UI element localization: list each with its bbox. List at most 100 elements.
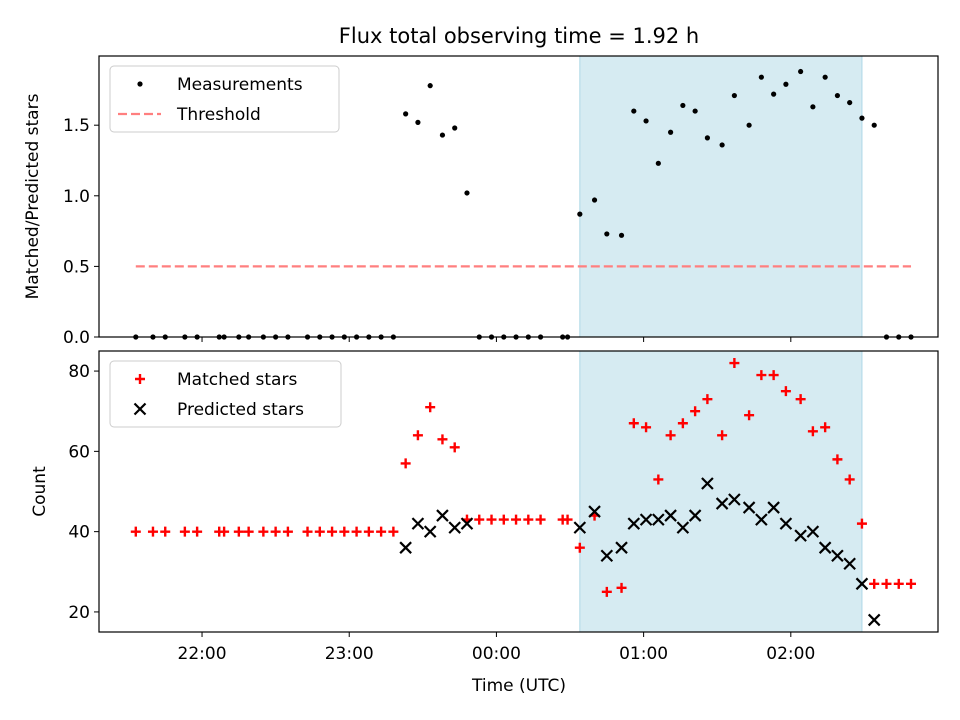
matched-stars-point [486,514,497,525]
matched-stars-legend-label: Matched stars [177,370,297,390]
top-observing-span [579,55,863,338]
measurements-point [604,231,610,237]
measurements-point [631,108,637,114]
matched-stars-point [832,454,843,465]
bottom-y-tick-label: 40 [68,523,90,543]
matched-stars-point [881,578,892,589]
measurements-point [680,102,686,109]
matched-stars-point [744,410,755,421]
bottom-observing-span [579,350,863,633]
top-panel-measurements: 0.0 0.5 1.0 1.5 Matched/Predicted stars Measu… [23,55,939,348]
matched-stars-point [523,514,534,525]
measurements-point [427,83,433,89]
measurements-point [783,81,789,87]
predicted-stars-point [639,513,653,526]
measurements-point [439,132,446,138]
matched-stars-point [243,526,254,537]
measurements-point [746,122,752,128]
measurements-point [822,74,828,80]
measurements-point [810,104,816,110]
predicted-stars-point [460,517,474,530]
measurements-point [847,99,853,106]
x-tick-label: 01:00 [619,644,668,664]
measurements-point [452,125,458,131]
bottom-y-tick-label: 80 [68,362,90,382]
predicted-stars-point [573,521,587,534]
top-legend: Measurements Threshold [109,65,340,133]
matched-stars-point [856,518,867,529]
matched-stars-point [869,578,880,589]
predicted-stars-point [588,505,601,518]
matched-stars-point [314,526,325,537]
measurements-point [655,160,661,166]
threshold-legend-label: Threshold [176,105,261,125]
matched-stars-point [192,526,203,537]
matched-stars-point [147,526,158,537]
predicted-stars-point [715,497,729,510]
x-axis-label: Time (UTC) [471,676,566,696]
predicted-stars-point [411,517,425,530]
matched-stars-point [690,406,701,417]
predicted-stars-point [652,513,665,526]
predicted-stars-point [855,577,869,591]
x-tick-label: 22:00 [178,644,227,664]
matched-stars-point [351,526,362,537]
predicted-stars-point [423,525,437,538]
bottom-y-tick-label: 20 [68,603,90,623]
measurements-point [415,119,421,125]
predicted-stars-point [794,529,807,542]
predicted-stars-point [767,501,780,514]
matched-stars-point [219,526,230,537]
measurements-point [403,111,409,117]
matched-stars-point [363,526,374,537]
matched-stars-point [795,394,806,405]
matched-stars-point [498,514,509,525]
matched-stars-point [400,458,411,469]
measurements-point [591,197,598,203]
predicted-stars-point [831,549,844,563]
matched-stars-point [665,430,676,441]
matched-stars-point [160,526,171,537]
measurements-point [731,92,737,99]
matched-stars-point [616,582,627,593]
measurements-point [577,211,583,217]
matched-stars-point [437,434,448,445]
measurements-point [771,91,777,97]
predicted-stars-point [615,541,628,554]
predicted-stars-point [843,557,856,571]
matched-stars-point [258,526,269,537]
matched-stars-point [425,402,436,413]
top-y-tick-label: 0.0 [63,328,90,348]
measurements-legend-swatch [137,81,143,87]
measurements-point [643,118,649,124]
predicted-stars-point [728,493,741,506]
matched-stars-point [388,526,399,537]
matched-stars-point [562,514,573,525]
matched-stars-point [844,474,855,485]
predicted-stars-point [399,541,412,554]
matched-stars-point [820,422,831,433]
predicted-stars-point [755,513,768,526]
matched-stars-point [474,514,485,525]
measurements-point [834,92,841,99]
matched-stars-point [780,386,791,397]
measurements-point [871,122,877,128]
predicted-stars-point [701,477,714,490]
predicted-stars-point [818,541,832,554]
predicted-stars-point [448,521,461,534]
matched-stars-point [130,526,141,537]
matched-stars-point [511,514,522,525]
measurements-point [667,129,674,135]
bottom-legend-box [109,360,342,428]
matched-stars-point [302,526,313,537]
predicted-stars-point [600,549,614,563]
top-axes-frame [98,55,939,338]
matched-stars-point [893,578,904,589]
bottom-axes-frame [98,350,939,633]
x-tick-label: 02:00 [766,644,815,664]
measurements-point [464,190,470,196]
measurements-legend-label: Measurements [177,75,303,95]
matched-stars-point [412,430,423,441]
matched-stars-point [327,526,338,537]
predicted-stars-legend-swatch [133,402,147,416]
